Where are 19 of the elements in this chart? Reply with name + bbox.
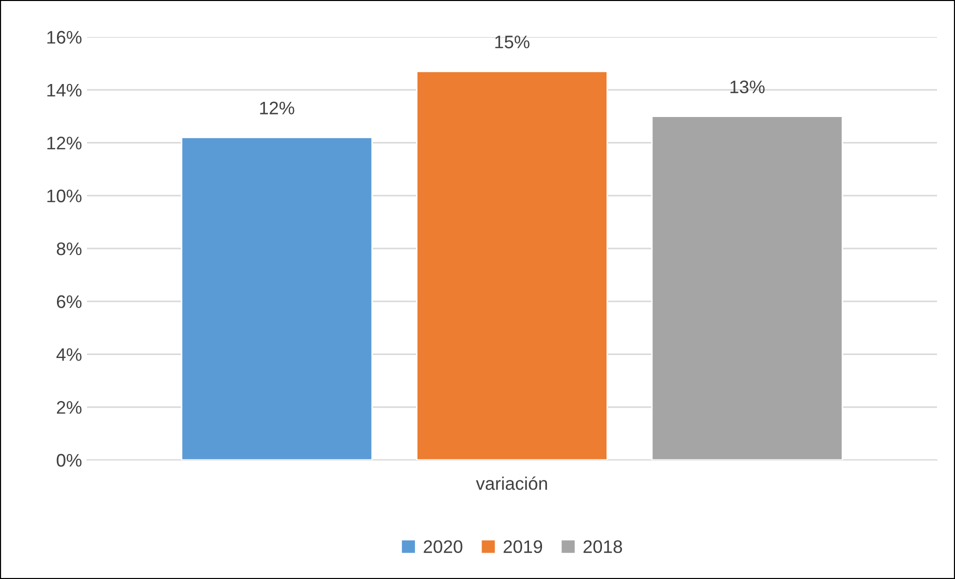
y-tick-label: 10% xyxy=(47,190,82,202)
y-tick-label: 2% xyxy=(56,401,82,414)
data-label: 15% xyxy=(495,36,530,48)
x-tick-label: variación xyxy=(476,476,547,490)
y-tick-label: 12% xyxy=(47,136,82,150)
data-label: 12% xyxy=(260,102,294,114)
y-tick-label: 0% xyxy=(56,454,82,467)
legend-label: 2018 xyxy=(584,540,622,554)
y-tick-label: 16% xyxy=(47,30,82,44)
bar xyxy=(180,136,373,460)
y-tick-label: 6% xyxy=(56,295,82,308)
y-tick-label: 14% xyxy=(47,84,82,97)
bar xyxy=(416,70,608,460)
legend-label: 2020 xyxy=(424,540,462,554)
y-tick-label: 8% xyxy=(56,242,82,256)
y-tick-label: 4% xyxy=(56,348,82,361)
data-label: 13% xyxy=(730,80,765,94)
bar xyxy=(651,116,844,460)
legend-label: 2019 xyxy=(504,540,542,554)
